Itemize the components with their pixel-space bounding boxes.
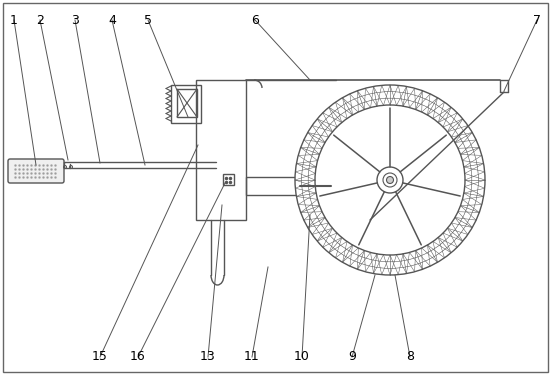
Text: 4: 4: [108, 13, 116, 27]
Text: 11: 11: [244, 351, 260, 363]
Circle shape: [383, 173, 397, 187]
Text: 8: 8: [406, 351, 414, 363]
Bar: [196, 80, 246, 220]
Circle shape: [377, 167, 403, 193]
Text: 10: 10: [294, 351, 310, 363]
Text: 2: 2: [36, 13, 44, 27]
Text: 6: 6: [251, 13, 259, 27]
Text: 15: 15: [92, 351, 108, 363]
Circle shape: [386, 177, 393, 183]
Bar: [177, 89, 197, 117]
Circle shape: [315, 105, 465, 255]
Bar: [223, 174, 234, 185]
FancyBboxPatch shape: [8, 159, 64, 183]
Text: 1: 1: [10, 13, 18, 27]
Text: 3: 3: [71, 13, 79, 27]
Text: 9: 9: [348, 351, 356, 363]
Bar: [171, 85, 201, 123]
Text: 7: 7: [533, 13, 541, 27]
Text: 13: 13: [200, 351, 216, 363]
Bar: [246, 177, 331, 195]
Circle shape: [295, 85, 485, 275]
Text: 16: 16: [130, 351, 146, 363]
Text: 5: 5: [144, 13, 152, 27]
